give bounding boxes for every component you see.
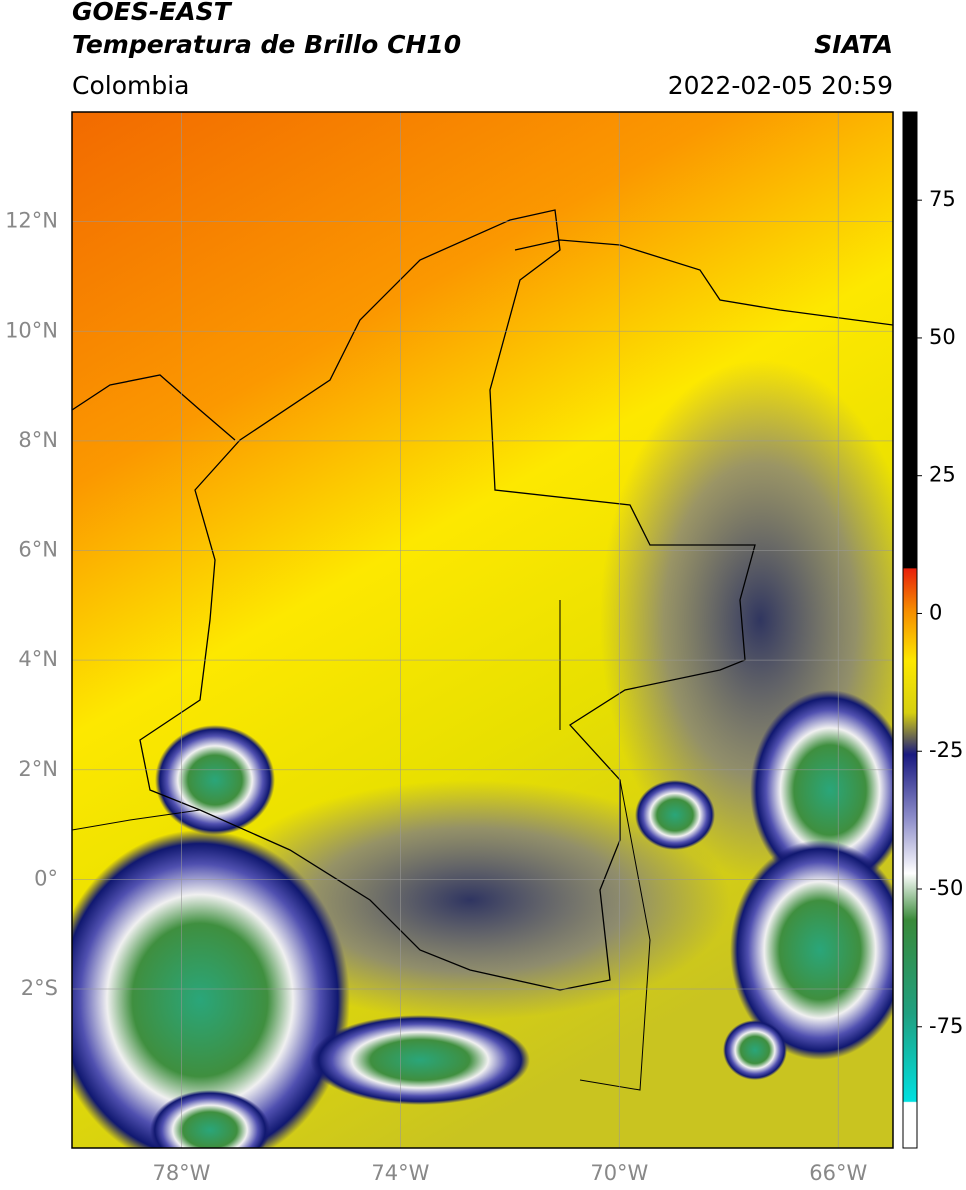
y-tick-label: 2°N bbox=[18, 757, 58, 781]
x-tick-label: 66°W bbox=[809, 1161, 867, 1185]
y-tick-label: 0° bbox=[34, 866, 58, 890]
cloud-area bbox=[150, 1090, 270, 1148]
y-tick-label: 10°N bbox=[5, 318, 58, 342]
cloud-area bbox=[750, 690, 893, 890]
cloud-area bbox=[635, 780, 715, 850]
y-tick-label: 4°N bbox=[18, 647, 58, 671]
x-tick-label: 70°W bbox=[590, 1161, 648, 1185]
y-tick-label: 8°N bbox=[18, 428, 58, 452]
grid bbox=[72, 112, 893, 1148]
colorbar-tick-label: 75 bbox=[929, 187, 956, 211]
cloud-area bbox=[723, 1020, 787, 1080]
x-tick-label: 78°W bbox=[152, 1161, 210, 1185]
colorbar-tick-label: 0 bbox=[929, 600, 942, 624]
border bbox=[72, 600, 651, 1091]
source: SIATA bbox=[814, 30, 893, 59]
subtitle: Temperatura de Brillo CH10 bbox=[72, 30, 461, 59]
colorbar-tick-label: -50 bbox=[929, 876, 963, 900]
cloud-area bbox=[310, 1015, 530, 1105]
colorbar-tick-label: 50 bbox=[929, 325, 956, 349]
title: GOES-EAST bbox=[72, 0, 233, 26]
colorbar: -75 -50 -25 0 25 50 75 bbox=[902, 111, 963, 1149]
colorbar-tick-label: -75 bbox=[929, 1014, 963, 1038]
cloud-area bbox=[730, 840, 893, 1060]
region: Colombia bbox=[72, 71, 189, 100]
colorbar-tick-label: -25 bbox=[929, 738, 963, 762]
y-tick-label: 6°N bbox=[18, 538, 58, 562]
x-tick-label: 74°W bbox=[371, 1161, 429, 1185]
colorbar-bar bbox=[902, 111, 918, 1149]
colorbar-tick-label: 25 bbox=[929, 463, 956, 487]
coastline bbox=[72, 239, 893, 441]
y-tick-label: 2°S bbox=[21, 976, 58, 1000]
country-border bbox=[139, 209, 756, 991]
imagery bbox=[72, 112, 893, 1148]
y-tick-label: 12°N bbox=[5, 209, 58, 233]
map-frame bbox=[71, 111, 894, 1149]
cloud-area bbox=[155, 725, 275, 835]
datetime: 2022-02-05 20:59 bbox=[668, 71, 893, 100]
